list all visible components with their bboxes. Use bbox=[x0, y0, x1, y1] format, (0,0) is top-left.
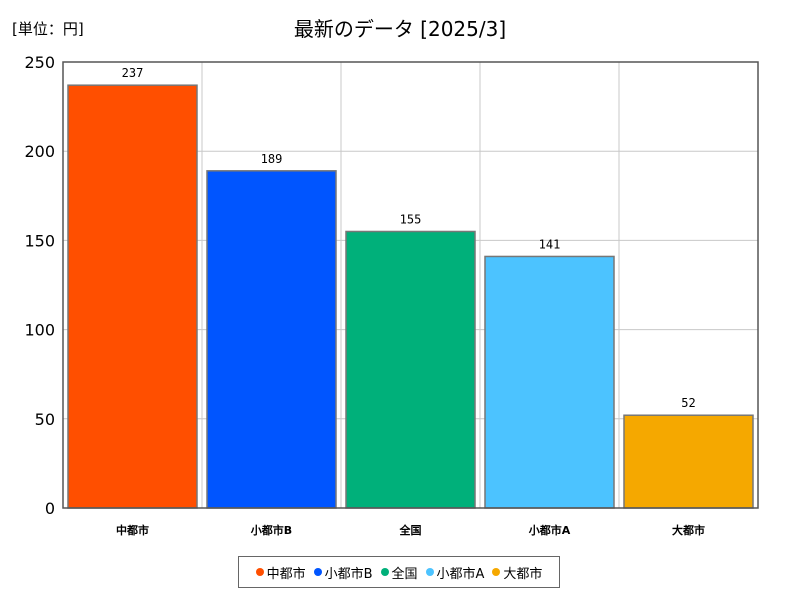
x-category-label: 中都市 bbox=[116, 523, 149, 537]
legend-marker bbox=[492, 568, 501, 576]
bar bbox=[623, 414, 754, 509]
legend-item: 中都市 bbox=[255, 563, 306, 582]
legend-label: 大都市 bbox=[503, 566, 543, 582]
y-tick-label: 0 bbox=[45, 499, 55, 518]
legend-marker bbox=[425, 568, 434, 576]
legend-label: 中都市 bbox=[266, 566, 306, 582]
data-label: 189 bbox=[261, 152, 283, 166]
bar-chart: 0 50 100 150 200 250 237 中都市 189 小都市B 155 全国 141 小都市A… bbox=[24, 53, 759, 537]
x-category-label: 大都市 bbox=[672, 523, 705, 537]
legend-item: 小都市A bbox=[425, 563, 485, 582]
chart-legend: 中都市 小都市B 全国 小都市A 大都市 bbox=[238, 556, 560, 588]
x-category-label: 小都市B bbox=[250, 523, 292, 537]
legend-item: 全国 bbox=[380, 563, 418, 582]
legend-label: 全国 bbox=[391, 566, 418, 582]
legend-marker bbox=[255, 568, 264, 576]
bar bbox=[67, 84, 198, 509]
data-label: 52 bbox=[681, 396, 695, 410]
legend-item: 大都市 bbox=[492, 563, 542, 582]
bar bbox=[484, 255, 615, 509]
legend-marker bbox=[313, 568, 322, 576]
plot-frame bbox=[62, 61, 759, 509]
legend-label: 小都市A bbox=[436, 566, 485, 582]
bar bbox=[345, 230, 476, 509]
bar bbox=[206, 170, 337, 509]
y-tick-label: 200 bbox=[24, 142, 55, 161]
data-label: 141 bbox=[539, 237, 561, 251]
y-tick-label: 100 bbox=[24, 321, 55, 340]
data-label: 237 bbox=[122, 66, 144, 80]
x-category-label: 全国 bbox=[399, 523, 422, 537]
unit-label: [単位：円] bbox=[12, 20, 84, 38]
chart-title: 最新のデータ [2025/3] bbox=[293, 17, 507, 41]
y-tick-label: 250 bbox=[24, 53, 55, 72]
y-tick-label: 150 bbox=[24, 231, 55, 250]
legend-item: 小都市B bbox=[313, 563, 373, 582]
data-label: 155 bbox=[400, 212, 422, 226]
x-category-label: 小都市A bbox=[528, 523, 571, 537]
legend-marker bbox=[380, 568, 389, 576]
legend-label: 小都市B bbox=[324, 566, 373, 582]
y-tick-label: 50 bbox=[35, 410, 55, 429]
